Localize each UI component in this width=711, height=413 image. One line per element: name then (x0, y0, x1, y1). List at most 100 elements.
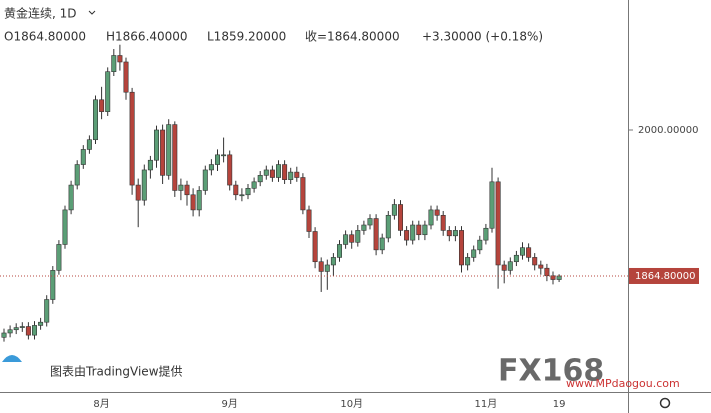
watermark: 图表由TradingView提供 (50, 364, 183, 379)
candle-body (306, 209, 312, 232)
candle-body (269, 169, 275, 178)
candle-body (239, 194, 245, 197)
candle-body (465, 257, 471, 266)
candle-body (166, 124, 172, 176)
candle-body (361, 224, 367, 231)
candle-body (330, 257, 336, 266)
last-price-label: 1864.80000 (635, 271, 695, 282)
ohlc-open: O1864.80000 (4, 30, 86, 44)
candle-body (544, 267, 550, 277)
candle-body (141, 169, 147, 201)
candle-body (7, 329, 13, 334)
candle-body (1, 332, 7, 338)
candle-body (373, 218, 379, 251)
candle-body (458, 230, 464, 266)
candle-body (215, 154, 221, 165)
candle-body (202, 169, 208, 191)
logo-url: www.MPdaogou.com (566, 377, 680, 390)
candle-body (538, 264, 544, 269)
candle-body (532, 257, 538, 266)
candle-body (519, 247, 525, 256)
candle-body (38, 321, 44, 326)
candle-body (507, 261, 513, 271)
candle-body (312, 231, 318, 263)
x-tick-label: 19 (553, 399, 566, 410)
candle-body (471, 249, 477, 258)
candle-body (196, 190, 202, 211)
candle-body (31, 325, 37, 336)
candle-body (50, 270, 56, 300)
candle-body (379, 237, 385, 251)
candle-body (526, 247, 532, 258)
candle-body (556, 275, 562, 280)
candle-body (318, 261, 324, 272)
candle-body (452, 230, 458, 237)
candle-body (123, 61, 129, 93)
candle-body (245, 188, 251, 196)
candle-body (135, 184, 141, 201)
candle-body (208, 164, 214, 171)
candle-body (99, 99, 105, 112)
candle-body (25, 326, 31, 336)
candle-body (275, 164, 281, 178)
candle-body (495, 181, 501, 266)
candle-body (154, 129, 160, 161)
ohlc-change: +3.30000 (+0.18%) (422, 30, 543, 44)
candle-body (147, 159, 153, 171)
candle-body (397, 204, 403, 231)
candle-body (221, 154, 227, 157)
candle-body (160, 129, 166, 176)
candle-body (324, 264, 330, 272)
candle-body (489, 181, 495, 229)
candle-body (13, 327, 19, 331)
candle-body (172, 124, 178, 191)
candle-body (343, 234, 349, 245)
x-tick-label: 11月 (475, 398, 498, 410)
ohlc-low: L1859.20000 (207, 30, 286, 44)
candle-body (184, 184, 190, 196)
candle-body (111, 55, 117, 72)
candle-body (501, 264, 507, 271)
candle-body (282, 164, 288, 180)
logo-brand: FX168 (498, 354, 604, 389)
candle-body (93, 99, 99, 141)
symbol: 黄金连续, 1D (4, 6, 77, 21)
candle-body (190, 194, 196, 211)
candle-body (105, 71, 111, 112)
candle-body (288, 171, 294, 180)
candle-body (391, 204, 397, 216)
candle-body (385, 214, 391, 239)
candle-body (428, 209, 434, 226)
candle-body (477, 239, 483, 251)
ohlc-close: 收=1864.80000 (305, 30, 400, 44)
settings-icon[interactable] (659, 397, 671, 409)
candle-body (404, 230, 410, 241)
x-tick-label: 9月 (222, 398, 238, 410)
candle-body (80, 149, 86, 165)
candle-body (294, 171, 300, 178)
candle-body (227, 154, 233, 186)
candle-body (410, 224, 416, 241)
candle-body (440, 214, 446, 231)
ohlc-high: H1866.40000 (106, 30, 188, 44)
candle-body (44, 299, 50, 323)
y-tick-label: 2000.00000 (638, 125, 698, 136)
dropdown-icon (88, 10, 96, 15)
candle-body (19, 326, 25, 328)
last-price-tag (629, 267, 699, 284)
candle-body (483, 227, 489, 241)
candle-body (336, 244, 342, 258)
candle-body (233, 184, 239, 196)
candle-body (68, 184, 74, 211)
candle-body (367, 218, 373, 226)
candle-body (62, 209, 68, 245)
candle-body (355, 230, 361, 243)
candle-body (300, 177, 306, 211)
candle-body (446, 230, 452, 237)
candle-body (117, 55, 123, 63)
candle-body (257, 175, 263, 183)
candle-body (56, 244, 62, 271)
